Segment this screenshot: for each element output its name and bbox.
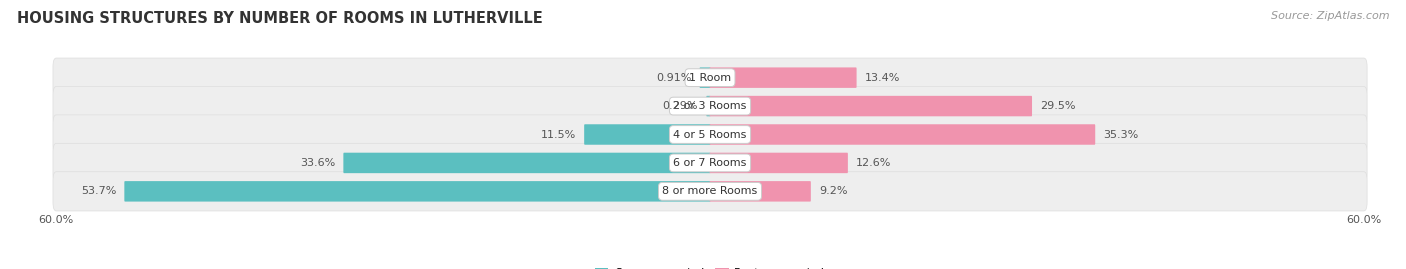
Text: 53.7%: 53.7% [80, 186, 117, 196]
FancyBboxPatch shape [710, 124, 1095, 145]
Legend: Owner-occupied, Renter-occupied: Owner-occupied, Renter-occupied [591, 263, 830, 269]
FancyBboxPatch shape [710, 153, 848, 173]
Text: 13.4%: 13.4% [865, 73, 900, 83]
FancyBboxPatch shape [53, 143, 1367, 183]
FancyBboxPatch shape [53, 115, 1367, 154]
FancyBboxPatch shape [53, 58, 1367, 97]
FancyBboxPatch shape [53, 86, 1367, 126]
Text: 4 or 5 Rooms: 4 or 5 Rooms [673, 129, 747, 140]
Text: 29.5%: 29.5% [1040, 101, 1076, 111]
Text: 35.3%: 35.3% [1104, 129, 1139, 140]
Text: 0.29%: 0.29% [662, 101, 699, 111]
FancyBboxPatch shape [706, 96, 710, 116]
Text: 1 Room: 1 Room [689, 73, 731, 83]
Text: 11.5%: 11.5% [541, 129, 576, 140]
Text: HOUSING STRUCTURES BY NUMBER OF ROOMS IN LUTHERVILLE: HOUSING STRUCTURES BY NUMBER OF ROOMS IN… [17, 11, 543, 26]
Text: 8 or more Rooms: 8 or more Rooms [662, 186, 758, 196]
FancyBboxPatch shape [583, 124, 710, 145]
Text: 33.6%: 33.6% [299, 158, 335, 168]
FancyBboxPatch shape [710, 96, 1032, 116]
Text: 12.6%: 12.6% [856, 158, 891, 168]
Text: 0.91%: 0.91% [657, 73, 692, 83]
Text: 9.2%: 9.2% [818, 186, 848, 196]
FancyBboxPatch shape [700, 68, 710, 88]
Text: 6 or 7 Rooms: 6 or 7 Rooms [673, 158, 747, 168]
FancyBboxPatch shape [53, 172, 1367, 211]
Text: Source: ZipAtlas.com: Source: ZipAtlas.com [1271, 11, 1389, 21]
FancyBboxPatch shape [124, 181, 710, 201]
Text: 2 or 3 Rooms: 2 or 3 Rooms [673, 101, 747, 111]
FancyBboxPatch shape [710, 68, 856, 88]
FancyBboxPatch shape [343, 153, 710, 173]
FancyBboxPatch shape [710, 181, 811, 201]
